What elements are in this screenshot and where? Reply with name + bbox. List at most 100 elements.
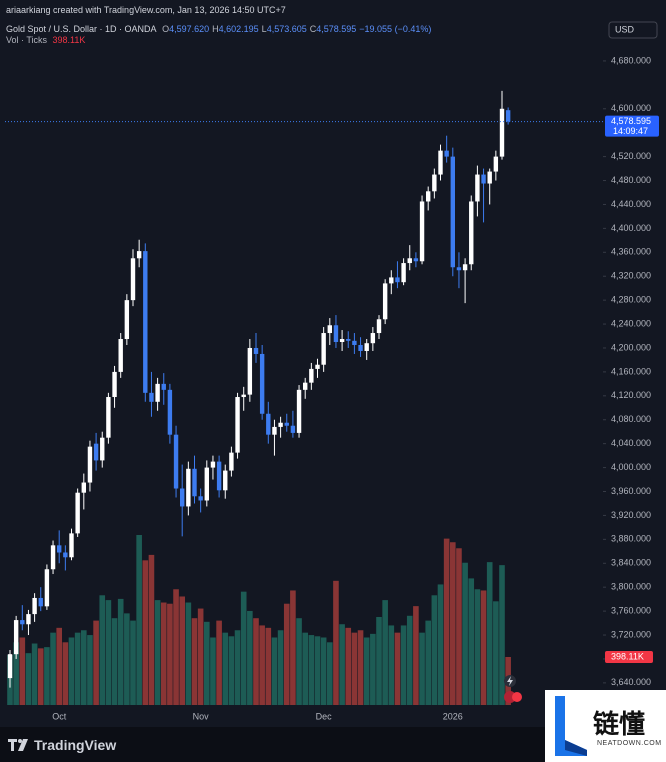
volume-bar bbox=[111, 618, 118, 705]
candle-body bbox=[303, 382, 308, 390]
volume-bar bbox=[302, 632, 308, 705]
candle-body bbox=[346, 339, 351, 341]
volume-bar bbox=[388, 625, 395, 705]
volume-bar bbox=[283, 603, 290, 705]
candle-body bbox=[7, 654, 13, 679]
brand-logo bbox=[8, 739, 28, 751]
y-tick-label: 4,320.000 bbox=[611, 271, 651, 281]
volume-bar bbox=[62, 642, 69, 705]
y-tick-label: 4,400.000 bbox=[611, 223, 651, 233]
volume-bar bbox=[44, 647, 50, 705]
y-tick-label: 4,680.000 bbox=[611, 55, 651, 65]
volume-bar bbox=[81, 630, 87, 705]
candle-body bbox=[469, 201, 474, 265]
candle-body bbox=[481, 174, 486, 184]
currency: USD bbox=[615, 24, 635, 34]
x-tick-label: Dec bbox=[316, 711, 333, 721]
candle-body bbox=[112, 371, 117, 398]
volume-bar bbox=[376, 616, 382, 705]
candle-body bbox=[364, 343, 369, 351]
volume-bar bbox=[31, 643, 38, 705]
volume-bar bbox=[247, 610, 253, 705]
volume-bar bbox=[13, 642, 19, 705]
volume-bar bbox=[87, 635, 93, 705]
volume-bar bbox=[406, 615, 413, 705]
volume-bar bbox=[462, 562, 468, 705]
candle-body bbox=[204, 467, 209, 501]
y-tick-label: 4,200.000 bbox=[611, 342, 651, 352]
volume-bar bbox=[320, 637, 327, 705]
candle-body bbox=[13, 620, 19, 655]
volume-badge bbox=[605, 651, 653, 664]
volume-bar bbox=[345, 627, 352, 705]
volume-bar bbox=[437, 584, 444, 705]
candle-body bbox=[69, 533, 74, 558]
symbol: Gold Spot / U.S. Dollar · 1D · OANDA bbox=[6, 24, 157, 34]
candle-body bbox=[124, 300, 130, 340]
volume-bar bbox=[68, 637, 75, 705]
candle-body bbox=[198, 496, 203, 501]
y-tick-label: 3,880.000 bbox=[611, 534, 651, 544]
y-tick-label: 4,000.000 bbox=[611, 462, 651, 472]
candle-body bbox=[93, 443, 99, 461]
volume-bar bbox=[130, 620, 136, 705]
x-tick-label: 2026 bbox=[443, 711, 463, 721]
volume-bar bbox=[363, 637, 370, 705]
volume-bar bbox=[19, 637, 26, 705]
candle-body bbox=[278, 422, 283, 427]
candle-body bbox=[352, 340, 357, 345]
candle-body bbox=[456, 267, 462, 271]
candle-body bbox=[57, 545, 62, 553]
volume-bar bbox=[271, 637, 278, 705]
volume-bar bbox=[456, 548, 462, 705]
candle-body bbox=[149, 392, 154, 402]
watermark: 链懂 NEATDOWN.COM bbox=[545, 690, 666, 762]
candle-body bbox=[259, 353, 265, 414]
candle-body bbox=[339, 339, 345, 343]
candle-body bbox=[309, 368, 314, 383]
candle-body bbox=[389, 277, 394, 284]
volume-bar bbox=[204, 621, 210, 705]
volume-bar bbox=[431, 595, 438, 705]
volume-bar bbox=[493, 601, 499, 705]
legend-value: 4,573.605 bbox=[266, 24, 307, 34]
candle-body bbox=[136, 251, 142, 259]
candle-body bbox=[358, 344, 363, 351]
candle-body bbox=[315, 364, 320, 369]
volume-bar bbox=[124, 613, 130, 705]
candle-body bbox=[216, 461, 222, 491]
volume-bar bbox=[154, 600, 161, 705]
candle-body bbox=[462, 264, 468, 271]
brand: TradingView bbox=[8, 737, 116, 753]
volume-bar bbox=[339, 624, 345, 705]
candle-body bbox=[63, 552, 68, 558]
volume-bar bbox=[290, 590, 296, 705]
volume-bar bbox=[253, 618, 259, 705]
legend: Gold Spot / U.S. Dollar · 1D · OANDA O4,… bbox=[6, 24, 434, 34]
candle-body bbox=[266, 413, 271, 435]
volume-value: 398.11K bbox=[52, 35, 86, 45]
candle-body bbox=[444, 150, 449, 157]
volume-bar bbox=[486, 562, 493, 705]
volume-bar bbox=[142, 560, 149, 705]
candle-body bbox=[395, 277, 400, 283]
y-tick-label: 3,800.000 bbox=[611, 582, 651, 592]
candle-body bbox=[382, 283, 388, 320]
currency-badge bbox=[608, 21, 658, 39]
candle-body bbox=[333, 325, 339, 343]
candle-body bbox=[155, 383, 160, 402]
candle-body bbox=[499, 108, 505, 157]
volume-bar bbox=[136, 535, 142, 705]
candle-body bbox=[407, 258, 412, 264]
candle-body bbox=[38, 597, 43, 607]
volume-bar bbox=[210, 637, 216, 705]
y-tick-label: 3,760.000 bbox=[611, 605, 651, 615]
y-tick-label: 4,520.000 bbox=[611, 151, 651, 161]
legend-key: L bbox=[261, 24, 267, 34]
y-tick-label: 4,280.000 bbox=[611, 295, 651, 305]
candle-body bbox=[426, 191, 431, 202]
candle-body bbox=[26, 614, 31, 625]
candle-body bbox=[505, 110, 511, 122]
volume-bar bbox=[351, 632, 358, 705]
